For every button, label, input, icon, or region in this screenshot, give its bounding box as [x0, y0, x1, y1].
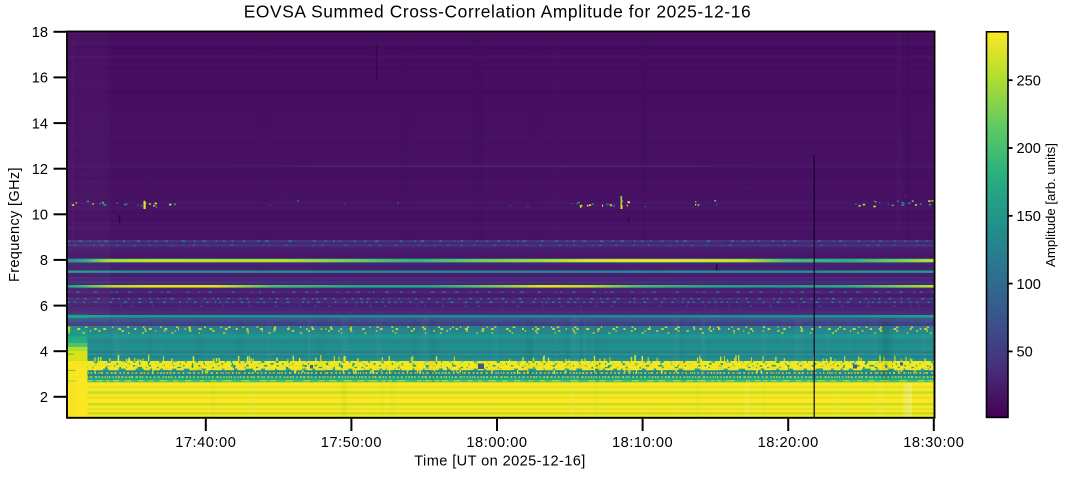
- svg-text:100: 100: [1017, 277, 1041, 293]
- svg-text:4: 4: [40, 344, 48, 360]
- svg-text:16: 16: [32, 71, 48, 87]
- svg-text:2: 2: [40, 390, 48, 406]
- svg-text:150: 150: [1017, 209, 1041, 225]
- svg-text:50: 50: [1017, 345, 1033, 361]
- svg-text:6: 6: [40, 299, 48, 315]
- svg-text:18: 18: [32, 25, 48, 41]
- svg-text:EOVSA Summed Cross-Correlation: EOVSA Summed Cross-Correlation Amplitude…: [244, 2, 752, 22]
- svg-text:200: 200: [1017, 141, 1041, 157]
- svg-text:17:40:00: 17:40:00: [175, 435, 236, 451]
- svg-text:Frequency [GHz]: Frequency [GHz]: [7, 167, 23, 282]
- svg-text:12: 12: [32, 162, 48, 178]
- svg-text:18:30:00: 18:30:00: [903, 435, 964, 451]
- svg-text:14: 14: [32, 116, 48, 132]
- svg-text:10: 10: [32, 208, 48, 224]
- svg-text:18:00:00: 18:00:00: [466, 435, 527, 451]
- svg-text:18:10:00: 18:10:00: [612, 435, 673, 451]
- svg-text:17:50:00: 17:50:00: [321, 435, 382, 451]
- svg-text:Amplitude [arb. units]: Amplitude [arb. units]: [1043, 143, 1058, 267]
- svg-text:8: 8: [40, 253, 48, 269]
- svg-text:250: 250: [1017, 73, 1041, 89]
- svg-text:18:20:00: 18:20:00: [758, 435, 819, 451]
- svg-text:Time [UT on 2025-12-16]: Time [UT on 2025-12-16]: [414, 454, 585, 470]
